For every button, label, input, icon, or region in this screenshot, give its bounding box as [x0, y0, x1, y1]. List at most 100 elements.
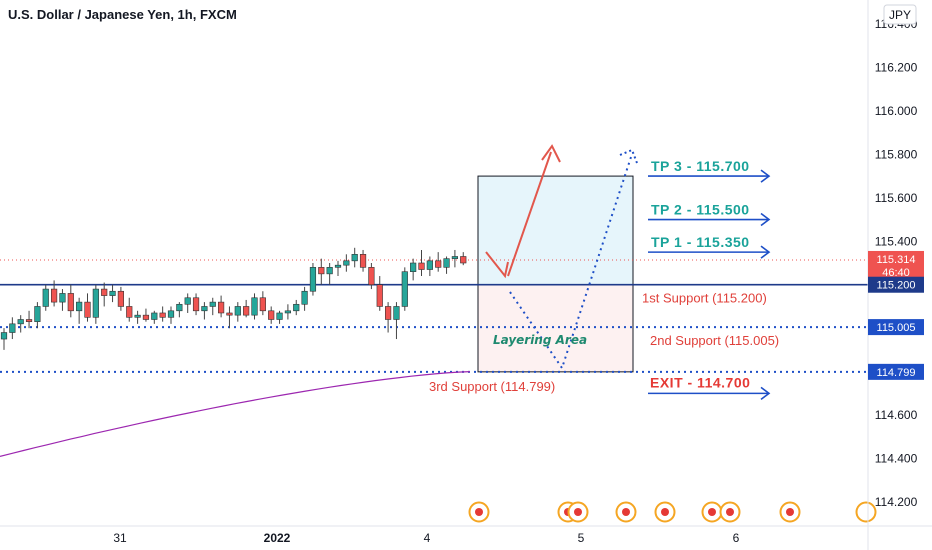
annotation-tp3: TP 3 - 115.700: [651, 158, 750, 174]
candle-body: [126, 306, 133, 318]
candle-body: [76, 301, 83, 312]
price-label-box: [868, 319, 924, 336]
annotation-support3: 3rd Support (114.799): [429, 379, 555, 394]
annotation-tp1: TP 1 - 115.350: [651, 234, 750, 250]
target-arrow-head: [760, 386, 771, 401]
candle-body: [418, 262, 425, 270]
x-tick-label: 4: [424, 531, 431, 545]
price-label-value: 115.200: [877, 280, 916, 292]
candle-body: [226, 312, 233, 316]
candle-body: [192, 297, 200, 312]
event-dot: [622, 508, 630, 516]
annotation-tp2: TP 2 - 115.500: [651, 202, 750, 218]
price-label-box: [868, 276, 924, 293]
y-tick-label: 115.400: [875, 234, 918, 248]
candle-body: [243, 306, 250, 316]
chart-title: U.S. Dollar / Japanese Yen, 1h, FXCM: [8, 7, 237, 22]
candle-body: [301, 290, 308, 305]
us-event-icon[interactable]: [654, 501, 676, 523]
candle-body: [326, 267, 333, 275]
target-arrow-head: [760, 169, 771, 183]
currency-button[interactable]: JPY: [883, 4, 917, 25]
us-event-icon[interactable]: [615, 501, 637, 523]
candle-body: [142, 314, 150, 320]
layering-zone: [478, 284, 633, 372]
candle-body: [293, 303, 300, 312]
projected-path-head: [619, 148, 638, 164]
projection-arrows: [485, 144, 771, 401]
candle-body: [276, 312, 283, 320]
event-dot: [574, 508, 582, 516]
candle-body: [59, 293, 66, 303]
candle-body: [218, 301, 225, 314]
price-label-countdown: 46:40: [882, 267, 910, 279]
event-dot: [726, 508, 734, 516]
us-event-icon[interactable]: [779, 501, 801, 523]
candle-body: [234, 306, 241, 316]
candle-body: [9, 323, 16, 333]
currency-button-label: JPY: [889, 8, 911, 22]
candle-body: [251, 297, 258, 316]
candle-body: [184, 297, 191, 305]
candle-body: [109, 290, 116, 296]
candle-body: [117, 290, 124, 307]
event-dot: [786, 508, 794, 516]
annotation-support2: 2nd Support (115.005): [650, 333, 779, 348]
candle-body: [67, 293, 74, 312]
pullback-arrow: [485, 251, 509, 279]
candle-body: [176, 303, 183, 312]
time-axis[interactable]: 31 2022 4 5 6: [113, 531, 739, 545]
candle-body: [50, 288, 58, 303]
candle-body: [284, 310, 292, 314]
candle-body: [309, 267, 317, 292]
moving-average-line: [0, 371, 471, 457]
candle-body: [451, 256, 459, 259]
price-label-box: [868, 363, 924, 380]
candle-body: [443, 258, 450, 268]
candle-body: [167, 310, 175, 318]
candle-body: [368, 267, 375, 286]
candle-body: [410, 262, 417, 272]
candle-body: [318, 267, 325, 275]
x-tick-label: 5: [578, 531, 585, 545]
y-tick-label: 114.400: [875, 452, 918, 466]
projected-path: [509, 153, 633, 371]
candle-body: [268, 310, 275, 320]
price-label-value: 115.314: [877, 254, 916, 266]
candle-body: [17, 319, 24, 325]
y-tick-label: 115.800: [875, 147, 918, 161]
candle-body: [351, 254, 358, 262]
candle-body: [201, 306, 208, 312]
y-tick-label: 114.600: [875, 408, 918, 422]
take-profit-zone: [478, 176, 633, 285]
y-tick-label: 116.000: [875, 104, 918, 118]
candle-body: [460, 256, 467, 264]
us-event-icon[interactable]: [567, 501, 589, 523]
us-event-icon[interactable]: [701, 501, 723, 523]
candle-body: [343, 260, 350, 266]
event-markers[interactable]: [468, 501, 877, 523]
candle-body: [84, 301, 91, 318]
candle-body: [376, 284, 383, 307]
annotation-exit: EXIT - 114.700: [650, 374, 750, 390]
candle-body: [0, 332, 8, 340]
us-event-icon[interactable]: [855, 501, 877, 523]
price-label-value: 115.005: [877, 322, 916, 334]
us-event-icon[interactable]: [719, 501, 741, 523]
candle-body: [151, 312, 158, 320]
candle-body: [134, 314, 141, 318]
event-ring: [855, 501, 877, 523]
candles: [0, 247, 467, 350]
candle-body: [435, 260, 442, 268]
event-dot: [661, 508, 669, 516]
x-tick-label: 2022: [264, 531, 291, 545]
x-tick-label: 6: [733, 531, 740, 545]
event-dot: [708, 508, 716, 516]
candle-body: [25, 319, 33, 322]
y-tick-label: 115.600: [875, 191, 918, 205]
candle-body: [92, 288, 99, 318]
annotations: TP 3 - 115.700 TP 2 - 115.500 TP 1 - 115.3…: [429, 158, 779, 394]
us-event-icon[interactable]: [468, 501, 490, 523]
